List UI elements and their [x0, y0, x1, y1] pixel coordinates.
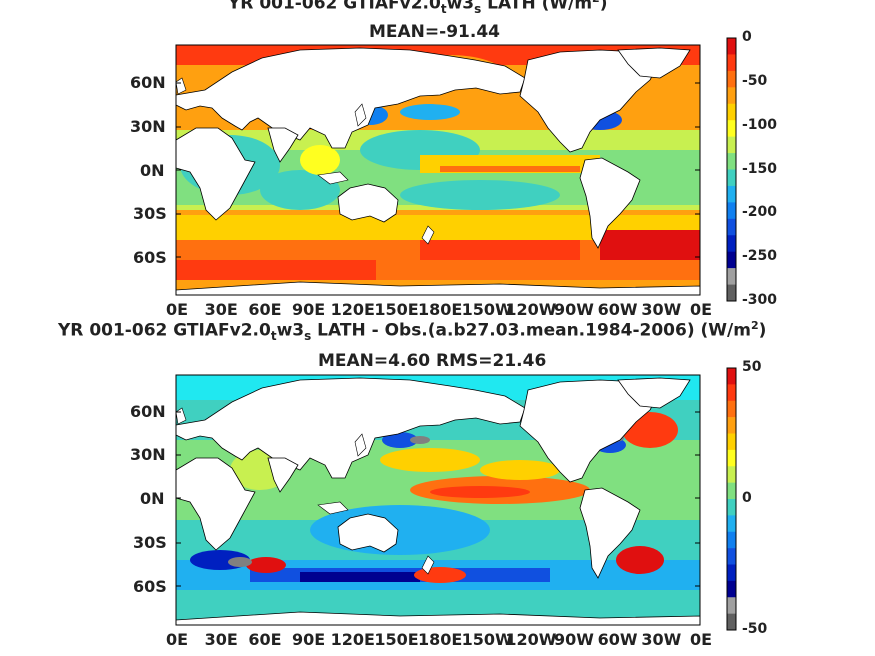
lon-label: 90E: [292, 300, 325, 319]
panel2-lat-label: 60N: [130, 402, 166, 421]
lon-label: 0E: [690, 300, 712, 319]
colorbar-swatch: [727, 466, 736, 483]
colorbar-label: 50: [742, 359, 761, 375]
panel2-map: [176, 375, 700, 625]
lon-label: 30W: [641, 300, 681, 319]
panel2-lat-label: 30S: [133, 533, 167, 552]
panel1-lat-label: 30N: [130, 117, 166, 136]
colorbar-swatch: [727, 120, 736, 137]
panel2-lat-label: 0N: [140, 489, 165, 508]
lon-label: 0E: [690, 630, 712, 649]
panel2-lat-label: 60S: [133, 577, 167, 596]
lon-label: 90W: [554, 300, 594, 319]
panel2-lat-label: 30N: [130, 445, 166, 464]
lon-label: 180E: [418, 300, 462, 319]
colorbar-swatch: [727, 499, 736, 516]
colorbar-swatch: [727, 483, 736, 500]
colorbar-label: -250: [742, 248, 777, 264]
colorbar-swatch: [727, 285, 736, 302]
colorbar-swatch: [727, 137, 736, 154]
colorbar-swatch: [727, 384, 736, 401]
colorbar-label: 0: [742, 29, 752, 45]
colorbar-swatch: [727, 515, 736, 532]
lon-label: 30E: [205, 630, 238, 649]
lon-label: 0E: [166, 630, 188, 649]
lon-label: 30E: [205, 300, 238, 319]
lon-label: 120E: [331, 300, 375, 319]
lon-label: 120E: [331, 630, 375, 649]
colorbar-swatch: [727, 104, 736, 121]
colorbar-swatch: [727, 219, 736, 236]
lon-label: 90E: [292, 630, 325, 649]
panel1-map: [176, 45, 700, 295]
colorbar-label: 0: [742, 490, 752, 506]
colorbar-swatch: [727, 581, 736, 598]
colorbar-swatch: [727, 417, 736, 434]
lon-label: 60W: [598, 630, 638, 649]
colorbar-swatch: [727, 38, 736, 55]
lon-label: 90W: [554, 630, 594, 649]
colorbar-label: -50: [742, 621, 767, 637]
lon-label: 60E: [248, 300, 281, 319]
colorbar-swatch: [727, 54, 736, 71]
colorbar-swatch: [727, 368, 736, 385]
colorbar-swatch: [727, 87, 736, 104]
panel2-colorbar: [727, 368, 736, 630]
panel1-colorbar: [727, 38, 736, 301]
lon-label: 150E: [374, 300, 418, 319]
colorbar-label: -150: [742, 161, 777, 177]
colorbar-swatch: [727, 434, 736, 451]
colorbar-swatch: [727, 565, 736, 582]
panel1-lat-label: 30S: [133, 204, 167, 223]
colorbar-swatch: [727, 532, 736, 549]
colorbar-swatch: [727, 252, 736, 269]
colorbar-swatch: [727, 186, 736, 203]
lon-label: 60W: [598, 300, 638, 319]
panel1-lat-label: 60N: [130, 73, 166, 92]
colorbar-swatch: [727, 268, 736, 285]
colorbar-swatch: [727, 614, 736, 631]
colorbar-label: -50: [742, 73, 767, 89]
colorbar-swatch: [727, 548, 736, 565]
colorbar-swatch: [727, 170, 736, 187]
colorbar-swatch: [727, 153, 736, 170]
lon-label: 150E: [374, 630, 418, 649]
lon-label: 60E: [248, 630, 281, 649]
colorbar-swatch: [727, 597, 736, 614]
lon-label: 0E: [166, 300, 188, 319]
panel1-lat-label: 0N: [140, 161, 165, 180]
colorbar-swatch: [727, 202, 736, 219]
panel1-lat-label: 60S: [133, 248, 167, 267]
colorbar-label: -100: [742, 117, 777, 133]
colorbar-swatch: [727, 401, 736, 418]
colorbar-label: -200: [742, 204, 777, 220]
lon-label: 120W: [505, 630, 556, 649]
colorbar-label: -300: [742, 292, 777, 308]
colorbar-swatch: [727, 235, 736, 252]
colorbar-swatch: [727, 71, 736, 88]
lon-label: 180E: [418, 630, 462, 649]
colorbar-swatch: [727, 450, 736, 467]
lon-label: 30W: [641, 630, 681, 649]
lon-label: 120W: [505, 300, 556, 319]
